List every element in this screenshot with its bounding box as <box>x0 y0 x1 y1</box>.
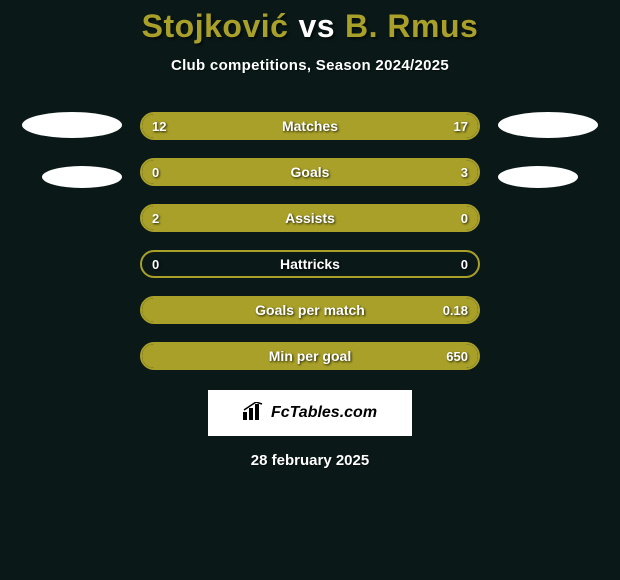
stat-bar: Assists20 <box>140 204 480 232</box>
stat-bar: Hattricks0 0 <box>140 250 480 278</box>
bar-fill-left <box>142 206 404 230</box>
bar-fill-right <box>142 298 478 322</box>
bar-fill-left <box>142 160 202 184</box>
vs-label: vs <box>298 8 335 45</box>
bars-column: Matches1217 Goals03 Assists20 Hattricks0 0 Go… <box>140 112 480 370</box>
title-row: Stojković vs B. Rmus <box>142 8 479 45</box>
stat-value-right: 0 <box>461 252 468 276</box>
bar-fill-right <box>202 160 478 184</box>
stat-bar: Min per goal650 <box>140 342 480 370</box>
stat-bar: Matches1217 <box>140 112 480 140</box>
bar-fill-right <box>276 114 478 138</box>
stat-bar: Goals per match0.18 <box>140 296 480 324</box>
player1-name: Stojković <box>142 8 289 45</box>
comparison-card: Stojković vs B. Rmus Club competitions, … <box>0 0 620 580</box>
player2-name: B. Rmus <box>345 8 478 45</box>
player2-club-badge-1 <box>498 112 598 138</box>
watermark: FcTables.com <box>208 390 412 436</box>
player1-club-badge-1 <box>22 112 122 138</box>
chart-icon <box>243 402 265 425</box>
bar-fill-right <box>404 206 478 230</box>
player1-club-badge-2 <box>42 166 122 188</box>
stat-value-left: 0 <box>152 252 159 276</box>
watermark-text: FcTables.com <box>271 404 377 422</box>
date-label: 28 february 2025 <box>251 452 369 469</box>
subtitle: Club competitions, Season 2024/2025 <box>171 57 449 74</box>
bar-fill-left <box>142 114 276 138</box>
left-badges-col <box>22 112 122 370</box>
chart-area: Matches1217 Goals03 Assists20 Hattricks0 0 Go… <box>0 112 620 370</box>
stat-bar: Goals03 <box>140 158 480 186</box>
right-badges-col <box>498 112 598 370</box>
bar-fill-right <box>142 344 478 368</box>
player2-club-badge-2 <box>498 166 578 188</box>
stat-label: Hattricks <box>142 252 478 276</box>
